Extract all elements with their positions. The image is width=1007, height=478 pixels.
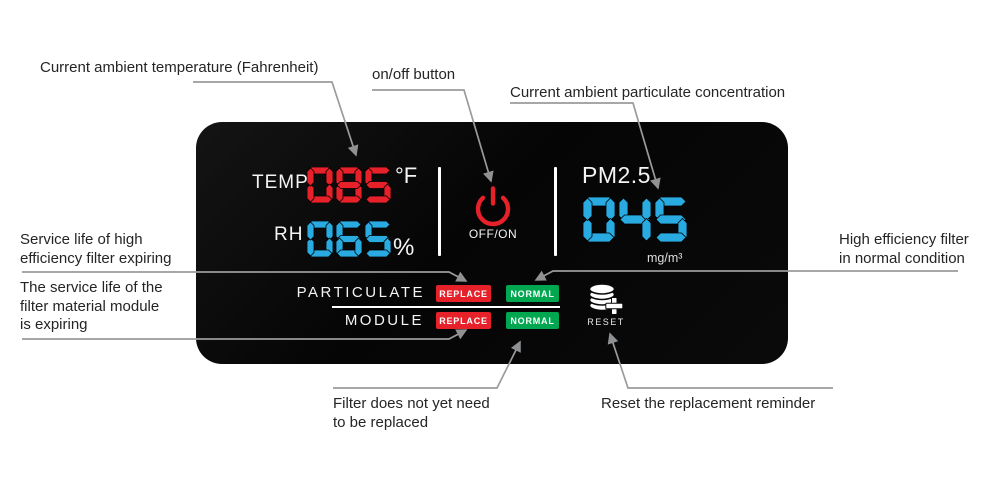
temp-label: TEMP xyxy=(252,172,309,193)
note-line: in normal condition xyxy=(839,249,965,267)
rh-unit: % xyxy=(393,234,415,261)
note-onoff: on/off button xyxy=(372,66,456,83)
note-line: High efficiency filter xyxy=(839,231,969,248)
divider-right xyxy=(554,167,557,256)
note-line: is expiring xyxy=(20,316,88,333)
seven-segment-digit xyxy=(583,197,615,242)
note-module-expiring: The service life of the filter material … xyxy=(20,279,163,335)
rh-label: RH xyxy=(274,224,304,245)
reset-icon[interactable] xyxy=(588,283,624,316)
note-temperature: Current ambient temperature (Fahrenheit) xyxy=(40,59,319,76)
seven-segment-digit xyxy=(307,221,333,257)
pm-display xyxy=(583,197,687,242)
module-replace-indicator: REPLACE xyxy=(436,312,491,329)
module-label: MODULE xyxy=(344,312,424,329)
note-line: efficiency filter expiring xyxy=(20,249,172,267)
note-line: Filter does not yet need xyxy=(333,395,490,412)
note-line: filter material module xyxy=(20,297,160,315)
particulate-label: PARTICULATE xyxy=(296,284,425,301)
note-line: Service life of high xyxy=(20,231,143,248)
seven-segment-digit xyxy=(336,221,362,257)
note-reset: Reset the replacement reminder xyxy=(601,395,816,412)
control-panel: TEMP °F RH % OFF/ON PM2.5 mg/m³ PARTICUL… xyxy=(196,122,788,364)
power-button-label[interactable]: OFF/ON xyxy=(468,227,518,241)
module-normal-indicator: NORMAL xyxy=(506,312,559,329)
pm-label: PM2.5 xyxy=(582,162,651,188)
particulate-normal-indicator: NORMAL xyxy=(506,285,559,302)
pm-unit: mg/m³ xyxy=(647,251,683,265)
reset-button-label[interactable]: RESET xyxy=(587,317,625,327)
note-hepa-expiring: Service life of high efficiency filter e… xyxy=(20,231,171,268)
seven-segment-digit xyxy=(655,197,687,242)
note-hepa-normal: High efficiency filter in normal conditi… xyxy=(839,231,969,268)
seven-segment-digit xyxy=(619,197,651,242)
seven-segment-digit xyxy=(307,167,333,203)
seven-segment-digit xyxy=(365,167,391,203)
particulate-replace-indicator: REPLACE xyxy=(436,285,491,302)
power-icon[interactable] xyxy=(471,185,515,233)
note-line: to be replaced xyxy=(333,413,429,431)
status-separator xyxy=(332,306,560,308)
temp-display xyxy=(307,167,391,203)
note-filter-ok: Filter does not yet need to be replaced xyxy=(333,395,490,432)
seven-segment-digit xyxy=(365,221,391,257)
seven-segment-digit xyxy=(336,167,362,203)
temp-unit: °F xyxy=(395,163,418,188)
divider-left xyxy=(438,167,441,256)
note-pm: Current ambient particulate concentratio… xyxy=(510,84,786,101)
note-line: The service life of the xyxy=(20,279,163,296)
rh-display xyxy=(307,221,391,257)
